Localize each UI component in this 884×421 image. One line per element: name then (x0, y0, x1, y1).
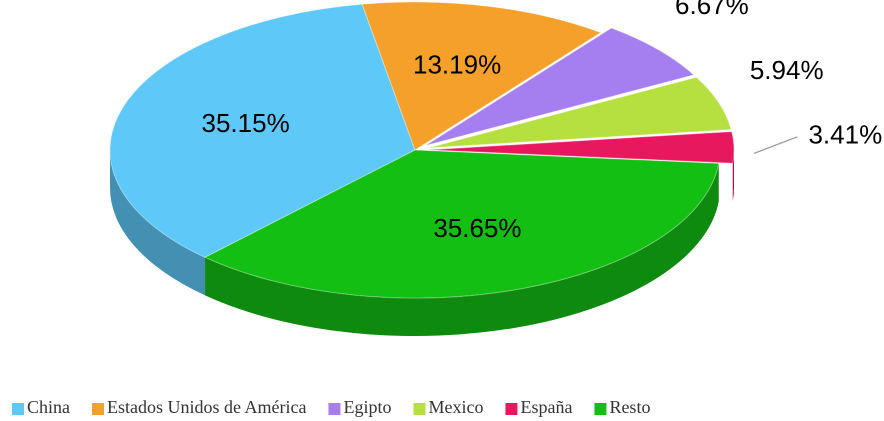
legend-swatch (413, 403, 426, 415)
legend-label: Resto (609, 397, 650, 417)
slice (428, 131, 735, 164)
slice-side (732, 149, 734, 202)
legend-swatch (594, 403, 607, 415)
legend-label: España (520, 397, 572, 417)
slice (425, 27, 695, 146)
slice (428, 76, 732, 149)
data-label: 5.94% (750, 55, 824, 85)
slice-side (109, 150, 206, 296)
slice-side (205, 163, 719, 336)
data-label: 35.15% (202, 108, 290, 138)
slice (203, 149, 720, 299)
legend-swatch (505, 403, 518, 415)
legend-swatch (12, 403, 24, 415)
leader-line (753, 136, 798, 154)
data-label: 6.67% (675, 0, 749, 20)
legend-swatch (328, 403, 341, 415)
data-label: 3.41% (808, 120, 882, 150)
legend-label: China (27, 397, 70, 417)
legend-swatch (92, 403, 104, 415)
legend-label: Mexico (428, 397, 483, 417)
legend-label: Estados Unidos de América (107, 397, 306, 417)
data-label: 35.65% (433, 213, 521, 243)
legend-label: Egipto (343, 397, 391, 417)
data-label: 13.19% (413, 50, 501, 80)
slice (361, 1, 602, 151)
slice (109, 3, 416, 258)
